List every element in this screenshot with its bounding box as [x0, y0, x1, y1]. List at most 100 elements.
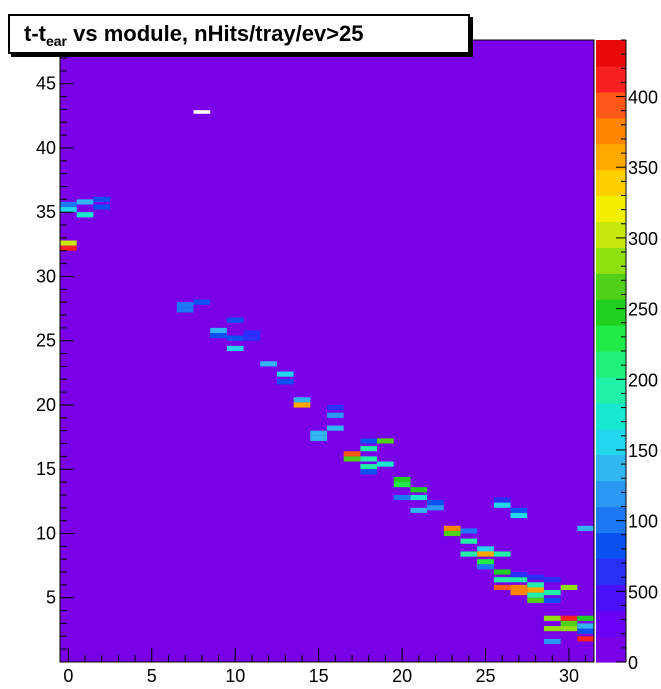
x-tick-label: 30 [559, 666, 579, 686]
palette-swatch [596, 221, 626, 248]
palette-swatch [596, 454, 626, 482]
heatmap-cell [577, 636, 594, 642]
palette-tick-label: 250 [628, 300, 658, 320]
heatmap-cell [93, 196, 111, 202]
heatmap-cell [493, 497, 511, 503]
palette-swatch [596, 91, 626, 119]
palette-tick-label: 500 [628, 582, 658, 602]
y-tick-label: 5 [46, 588, 56, 608]
heatmap-cell [543, 638, 561, 645]
heatmap-cell [276, 371, 294, 377]
heatmap-cell [327, 425, 344, 431]
palette-swatch [596, 299, 626, 326]
heatmap-cell [293, 397, 311, 403]
palette-tick-label: 100 [628, 512, 658, 532]
heatmap-cell [527, 592, 544, 598]
heatmap-cell [393, 482, 411, 488]
heatmap-cell [527, 587, 544, 593]
heatmap-cell [243, 330, 261, 336]
heatmap-cell [176, 307, 194, 313]
heatmap-cell [493, 584, 511, 591]
heatmap-cell [427, 505, 444, 511]
heatmap-cell [510, 590, 528, 596]
heatmap-cell [76, 212, 94, 218]
heatmap-cell [360, 438, 378, 444]
x-axis: 0 5 10 15 20 25 30 [63, 648, 587, 686]
chart-title: t-tear vs module, nHits/tray/ev>25 [8, 14, 470, 54]
heatmap-cell [360, 469, 378, 475]
heatmap-cell [493, 577, 511, 583]
palette-swatch [596, 117, 626, 145]
palette-swatch [596, 610, 626, 637]
heatmap-cell [510, 577, 528, 583]
heatmap-cell [226, 317, 244, 323]
palette-swatch [596, 402, 626, 430]
heatmap-cell [510, 512, 528, 519]
palette-swatch [596, 65, 626, 93]
heatmap-cells [60, 196, 594, 645]
heatmap-cell [210, 327, 227, 334]
heatmap-cell [493, 569, 511, 575]
heatmap-cell [193, 299, 211, 305]
heatmap-cell [60, 201, 77, 208]
y-tick-label: 30 [36, 266, 56, 286]
palette-swatch [596, 40, 626, 67]
y-tick-label: 10 [36, 523, 56, 543]
heatmap-cell [60, 245, 77, 251]
heatmap-cell [60, 207, 77, 213]
heatmap-cell [260, 361, 277, 367]
heatmap-cell [543, 590, 561, 596]
palette-swatch [596, 506, 626, 534]
heatmap-cell [527, 582, 544, 588]
palette-swatch [596, 376, 626, 404]
heatmap-cell [560, 620, 578, 627]
heatmap-cell [560, 584, 578, 591]
x-tick-label: 25 [476, 666, 496, 686]
heatmap-cell [527, 597, 544, 603]
y-tick-label: 45 [36, 74, 56, 94]
palette-swatch [596, 325, 626, 352]
heatmap-cell [443, 525, 461, 531]
x-tick-label: 10 [225, 666, 245, 686]
heatmap-cell [327, 412, 344, 418]
heatmap-cell [510, 507, 528, 513]
heatmap-cell [510, 572, 528, 578]
palette-swatch [596, 351, 626, 378]
palette-tick-label: 350 [628, 158, 658, 178]
y-tick-label: 25 [36, 331, 56, 351]
heatmap-cell [343, 451, 361, 457]
heatmap-cell [410, 494, 428, 501]
heatmap-cell [560, 615, 578, 621]
heatmap-cell [276, 379, 294, 385]
heatmap-cell [410, 507, 428, 513]
title-subscript: ear [45, 33, 68, 49]
palette-tick-label: 200 [628, 370, 658, 390]
palette-swatch [596, 428, 626, 456]
x-tick-label: 0 [63, 666, 73, 686]
palette-swatch [596, 558, 626, 585]
heatmap-cell [510, 584, 528, 591]
heatmap-cell [577, 525, 594, 531]
heatmap-cell [410, 487, 428, 493]
title-main: t-t [24, 21, 46, 46]
palette-tick-label: 400 [628, 88, 658, 108]
heatmap-cell [310, 430, 327, 436]
heatmap-cell [360, 446, 378, 452]
y-tick-label: 40 [36, 138, 56, 158]
heatmap-cell [460, 538, 478, 544]
heatmap-cell [93, 204, 111, 210]
heatmap-cell [243, 335, 261, 341]
heatmap-cell [343, 456, 361, 462]
heatmap-cell [210, 333, 227, 339]
heatmap-cell [477, 546, 494, 552]
heatmap-cell [477, 564, 494, 570]
heatmap-cell [360, 464, 378, 470]
title-rest: vs module, nHits/tray/ev>25 [67, 21, 364, 46]
x-tick-label: 5 [147, 666, 157, 686]
heatmap-cell [577, 628, 594, 634]
heatmap-cell [543, 597, 561, 603]
y-tick-label: 35 [36, 202, 56, 222]
palette-tick-label: 300 [628, 229, 658, 249]
heatmap-cell [226, 345, 244, 351]
